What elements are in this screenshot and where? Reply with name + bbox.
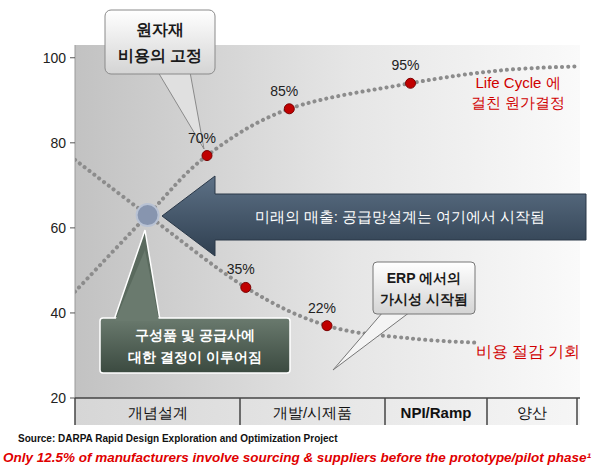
category-divider bbox=[239, 398, 241, 425]
annotation-text: 비용 절감 기회 bbox=[476, 343, 581, 360]
callout-box bbox=[373, 262, 475, 314]
callout-tail-cover bbox=[159, 73, 189, 74]
point-marker bbox=[202, 151, 212, 161]
y-tick bbox=[70, 227, 75, 228]
point-marker bbox=[322, 321, 332, 331]
annotation-text: 대한 결정이 이루어짐 bbox=[128, 349, 262, 365]
callout-tail bbox=[333, 312, 410, 370]
callout-box bbox=[105, 10, 215, 74]
chart: 20 40 60 80 100 개념설계 개발/시제품 NPI/Ramp 양산 미래의 매출: 공… bbox=[0, 0, 597, 475]
page: {"chart_data": { "type": "line", "catego… bbox=[0, 0, 597, 475]
x-tick-label: NPI/Ramp bbox=[401, 404, 472, 421]
point-marker bbox=[284, 104, 294, 114]
y-tick-label: 80 bbox=[50, 135, 66, 151]
point-marker bbox=[406, 78, 416, 88]
callout-tail-cover bbox=[115, 250, 159, 321]
callout-raw-material: 원자재비용의 고정 bbox=[105, 10, 215, 149]
category-divider bbox=[486, 398, 488, 425]
x-axis-line bbox=[75, 397, 580, 399]
category-divider bbox=[576, 398, 578, 425]
y-axis-line bbox=[75, 45, 76, 398]
series-line bbox=[75, 160, 477, 343]
annotation-text: 비용의 고정 bbox=[118, 47, 202, 64]
y-tick-label: 100 bbox=[43, 50, 67, 66]
point-marker bbox=[241, 282, 251, 292]
arrow-callout: 미래의 매출: 공급망설계는 여기에서 시작됨 bbox=[162, 176, 586, 256]
callout-components: 구성품 및 공급사에대한 결정이 이루어짐 bbox=[100, 230, 290, 373]
annotation-text: 걸친 원가결정 bbox=[471, 94, 565, 111]
point-label: 70% bbox=[188, 130, 216, 146]
arrow-shape bbox=[162, 176, 586, 256]
source: Source: DARPA Rapid Design Exploration a… bbox=[18, 433, 338, 444]
y-tick-label: 20 bbox=[50, 390, 66, 406]
y-tick bbox=[70, 142, 75, 143]
annotation-text: 가시성 시작됨 bbox=[380, 291, 468, 307]
point-label: 85% bbox=[270, 83, 298, 99]
x-tick-label: 개념설계 bbox=[128, 404, 188, 421]
category-divider bbox=[384, 398, 386, 425]
annotation-text: 구성품 및 공급사에 bbox=[135, 327, 255, 343]
y-tick-label: 40 bbox=[50, 305, 66, 321]
y-tick bbox=[70, 312, 75, 313]
annotation-text: ERP 에서의 bbox=[387, 270, 461, 286]
footnote: Only 12.5% of manufacturers involve sour… bbox=[3, 451, 591, 465]
callout-erp: ERP 에서의가시성 시작됨 bbox=[333, 262, 475, 370]
y-tick bbox=[70, 57, 75, 58]
category-divider bbox=[74, 398, 76, 425]
x-tick-label: 개발/시제품 bbox=[273, 404, 352, 421]
annotation-text: Life Cycle 에 bbox=[475, 74, 560, 91]
annotation-text: 원자재 bbox=[136, 21, 184, 38]
callout-box bbox=[100, 318, 290, 373]
x-axis-band bbox=[75, 398, 580, 425]
annotation-text: 미래의 매출: 공급망설계는 여기에서 시작됨 bbox=[255, 208, 546, 225]
callout-tail bbox=[114, 230, 160, 320]
point-label: 95% bbox=[391, 57, 419, 73]
plot-background bbox=[75, 45, 580, 398]
x-tick-label: 양산 bbox=[517, 404, 547, 421]
point-label: 35% bbox=[227, 261, 255, 277]
y-tick-label: 60 bbox=[50, 220, 66, 236]
crossing-marker bbox=[137, 204, 159, 226]
point-label: 22% bbox=[308, 300, 336, 316]
